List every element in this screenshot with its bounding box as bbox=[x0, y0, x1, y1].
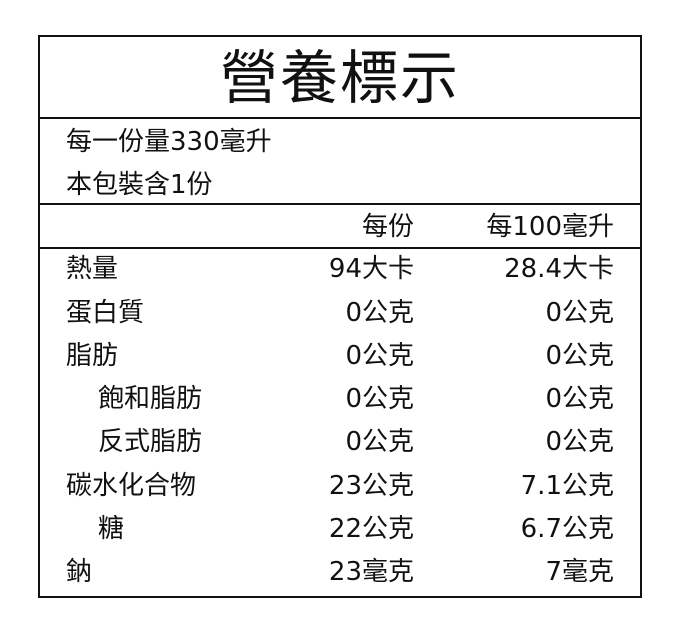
per-serving-value: 0公克 bbox=[345, 427, 414, 457]
row-label: 鈉 bbox=[66, 557, 93, 587]
divider bbox=[40, 203, 640, 205]
per-100ml-value: 0公克 bbox=[545, 341, 614, 371]
per-serving-value: 23毫克 bbox=[328, 557, 414, 587]
row-label: 蛋白質 bbox=[66, 298, 145, 328]
per-100ml-value: 7.1公克 bbox=[520, 471, 614, 501]
table-row: 糖 22公克 6.7公克 bbox=[40, 508, 640, 551]
per-serving-value: 23公克 bbox=[328, 471, 414, 501]
per-serving-value: 0公克 bbox=[345, 384, 414, 414]
row-label: 糖 bbox=[98, 514, 125, 544]
table-row: 飽和脂肪 0公克 0公克 bbox=[40, 378, 640, 421]
per-100ml-value: 7毫克 bbox=[545, 557, 614, 587]
per-100ml-value: 0公克 bbox=[545, 298, 614, 328]
header-per-serving: 每份 bbox=[361, 212, 414, 242]
table-row: 反式脂肪 0公克 0公克 bbox=[40, 421, 640, 464]
per-serving-value: 94大卡 bbox=[328, 254, 414, 284]
header-per-100ml: 每100毫升 bbox=[486, 212, 614, 242]
per-serving-value: 22公克 bbox=[328, 514, 414, 544]
row-label: 碳水化合物 bbox=[66, 471, 197, 501]
label-title: 營養標示 bbox=[219, 44, 460, 112]
serving-size: 每一份量330毫升 bbox=[66, 127, 272, 157]
divider bbox=[40, 117, 640, 119]
per-100ml-value: 0公克 bbox=[545, 384, 614, 414]
row-label: 反式脂肪 bbox=[98, 427, 203, 457]
table-row: 碳水化合物 23公克 7.1公克 bbox=[40, 465, 640, 508]
servings-per-pack: 本包裝含1份 bbox=[66, 170, 213, 200]
row-label: 脂肪 bbox=[66, 341, 119, 371]
table-row: 脂肪 0公克 0公克 bbox=[40, 335, 640, 378]
per-serving-value: 0公克 bbox=[345, 298, 414, 328]
per-100ml-value: 28.4大卡 bbox=[504, 254, 614, 284]
column-header-row: 每份 每100毫升 bbox=[40, 206, 640, 249]
table-row: 熱量 94大卡 28.4大卡 bbox=[40, 248, 640, 291]
row-label: 熱量 bbox=[66, 254, 119, 284]
table-row: 蛋白質 0公克 0公克 bbox=[40, 292, 640, 335]
per-100ml-value: 0公克 bbox=[545, 427, 614, 457]
per-100ml-value: 6.7公克 bbox=[520, 514, 614, 544]
nutrition-label: 營養標示 每一份量330毫升 本包裝含1份 每份 每100毫升 熱量 94大卡 … bbox=[38, 35, 642, 598]
table-row: 鈉 23毫克 7毫克 bbox=[40, 551, 640, 594]
divider bbox=[40, 247, 640, 249]
row-label: 飽和脂肪 bbox=[98, 384, 203, 414]
per-serving-value: 0公克 bbox=[345, 341, 414, 371]
